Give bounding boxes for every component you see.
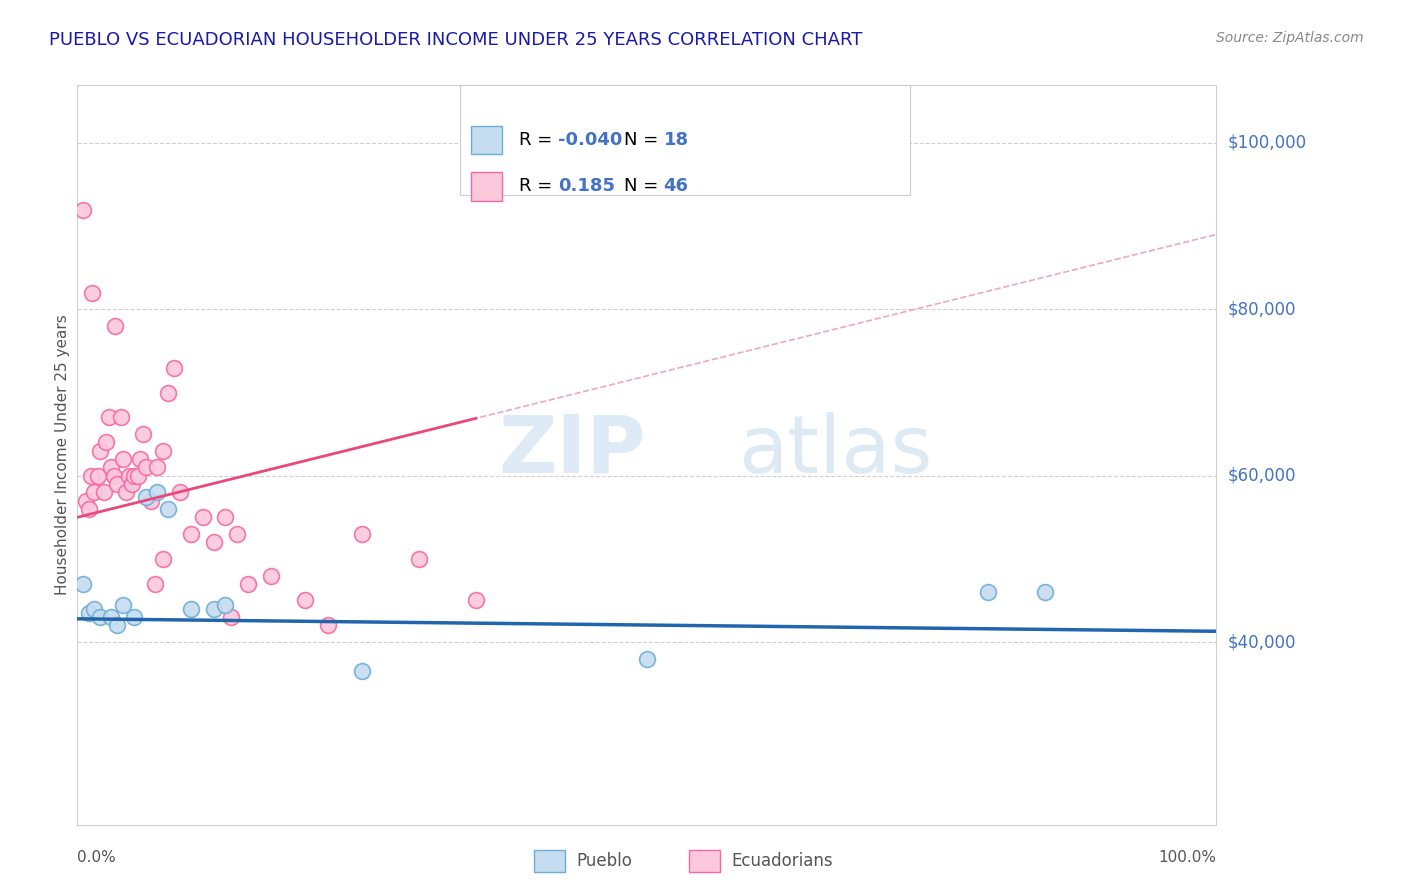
- Point: [83, 485, 105, 500]
- Point: [124, 610, 146, 624]
- Point: [94, 435, 117, 450]
- Point: [72, 202, 94, 217]
- Point: [104, 318, 127, 333]
- Point: [111, 452, 134, 467]
- Text: $80,000: $80,000: [1227, 301, 1296, 318]
- Text: N =: N =: [624, 178, 664, 195]
- Text: -0.040: -0.040: [558, 131, 623, 149]
- Point: [110, 410, 132, 425]
- Text: 0.185: 0.185: [558, 178, 616, 195]
- Point: [169, 485, 191, 500]
- Point: [129, 452, 152, 467]
- Point: [202, 535, 225, 549]
- Point: [977, 585, 1000, 599]
- Point: [152, 552, 174, 566]
- Point: [260, 568, 283, 582]
- Point: [80, 468, 103, 483]
- Point: [83, 602, 105, 616]
- Point: [180, 602, 202, 616]
- Point: [87, 468, 110, 483]
- Point: [111, 598, 134, 612]
- Point: [89, 610, 111, 624]
- Point: [408, 552, 430, 566]
- Text: R =: R =: [519, 131, 558, 149]
- Point: [238, 577, 260, 591]
- Point: [135, 490, 157, 504]
- Point: [105, 477, 128, 491]
- Point: [352, 664, 374, 678]
- Point: [132, 427, 155, 442]
- Point: [103, 468, 125, 483]
- Text: Ecuadorians: Ecuadorians: [731, 852, 832, 870]
- Point: [89, 443, 111, 458]
- Text: $100,000: $100,000: [1227, 134, 1306, 152]
- Text: 0.0%: 0.0%: [77, 850, 117, 865]
- Point: [294, 593, 316, 607]
- Y-axis label: Householder Income Under 25 years: Householder Income Under 25 years: [55, 315, 70, 595]
- Point: [77, 606, 100, 620]
- Point: [100, 610, 122, 624]
- Point: [124, 468, 146, 483]
- Point: [135, 460, 157, 475]
- Text: R =: R =: [519, 178, 558, 195]
- Text: ZIP: ZIP: [499, 412, 645, 490]
- Point: [163, 360, 186, 375]
- Text: 46: 46: [664, 178, 689, 195]
- Text: PUEBLO VS ECUADORIAN HOUSEHOLDER INCOME UNDER 25 YEARS CORRELATION CHART: PUEBLO VS ECUADORIAN HOUSEHOLDER INCOME …: [49, 31, 863, 49]
- Point: [157, 502, 180, 516]
- Point: [143, 577, 166, 591]
- Point: [225, 527, 247, 541]
- Text: N =: N =: [624, 131, 664, 149]
- Point: [180, 527, 202, 541]
- Point: [77, 502, 100, 516]
- Point: [117, 468, 139, 483]
- Point: [191, 510, 214, 524]
- Point: [157, 385, 180, 400]
- Point: [121, 477, 143, 491]
- Point: [219, 610, 242, 624]
- Point: [141, 493, 163, 508]
- Point: [464, 593, 488, 607]
- Point: [352, 527, 374, 541]
- Point: [214, 598, 236, 612]
- Point: [214, 510, 236, 524]
- Point: [82, 285, 104, 300]
- Point: [152, 443, 174, 458]
- Point: [93, 485, 115, 500]
- Point: [72, 577, 94, 591]
- Point: [115, 485, 138, 500]
- Text: Pueblo: Pueblo: [576, 852, 633, 870]
- Text: $60,000: $60,000: [1227, 467, 1296, 484]
- Text: atlas: atlas: [738, 412, 932, 490]
- Point: [100, 460, 122, 475]
- Point: [146, 460, 169, 475]
- Text: 18: 18: [664, 131, 689, 149]
- Text: 100.0%: 100.0%: [1159, 850, 1216, 865]
- Point: [636, 651, 658, 665]
- Text: $40,000: $40,000: [1227, 633, 1296, 651]
- Point: [105, 618, 128, 632]
- Point: [1035, 585, 1057, 599]
- Point: [202, 602, 225, 616]
- Point: [146, 485, 169, 500]
- Point: [75, 493, 97, 508]
- Point: [98, 410, 121, 425]
- Text: Source: ZipAtlas.com: Source: ZipAtlas.com: [1216, 31, 1364, 45]
- Point: [316, 618, 339, 632]
- Point: [127, 468, 149, 483]
